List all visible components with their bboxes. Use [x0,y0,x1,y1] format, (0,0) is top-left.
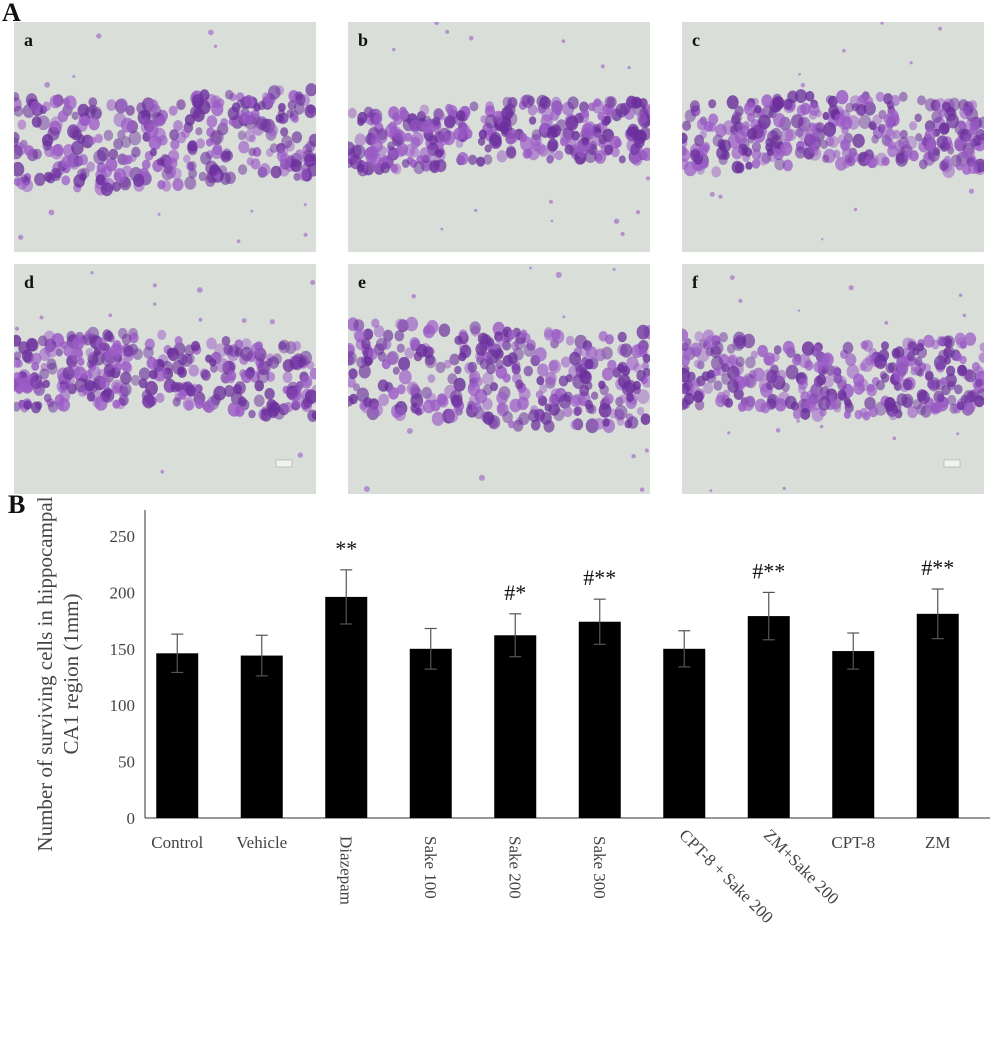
y-tick-label: 150 [110,640,136,659]
bar-sake-300 [578,621,621,818]
micrograph-a: a [14,22,316,252]
x-tick-label: Sake 100 [421,836,440,899]
error-bar [762,591,775,641]
x-tick-label: CPT-8 [831,833,875,852]
micrograph-e: e [348,264,650,494]
panel-a-label: A [2,0,21,27]
micrograph-label: e [358,272,366,292]
x-tick-label: Vehicle [236,833,287,852]
micrograph-b: b [348,22,650,252]
bar-sake-100 [409,648,452,818]
error-bar [847,632,860,670]
bar-cpt-8-sake-200 [663,648,706,818]
micrograph-label: c [692,30,700,50]
x-tick-label: Control [151,833,203,852]
error-bar [255,634,268,677]
error-bar [340,569,353,625]
x-tick-label: Diazepam [336,836,355,905]
y-tick-label: 0 [127,809,136,828]
bar-diazepam [325,596,368,818]
micrograph-f: f [682,264,984,494]
x-tick-label: Sake 200 [505,836,524,899]
micrograph-d: d [14,264,316,494]
significance-label: #** [752,558,785,583]
x-tick-label: ZM+Sake 200 [760,825,843,908]
bar-cpt-8 [832,651,875,818]
y-tick-label: 100 [110,696,136,715]
bar-sake-200 [494,635,537,818]
micrograph-image [14,271,316,474]
micrograph-image [14,29,316,243]
micrograph-label: a [24,30,33,50]
bar-control [156,653,199,818]
bar-zm-sake-200 [747,616,790,818]
significance-label: #** [921,555,954,580]
micrograph-label: b [358,30,369,50]
y-tick-label: 50 [118,753,135,772]
micrograph-image [682,22,984,241]
micrograph-label: d [24,272,35,292]
panel-b-label: B [8,490,26,519]
micrograph-c: c [682,22,984,252]
x-tick-label: ZM [925,833,951,852]
error-bar [509,613,522,658]
error-bar [593,598,606,645]
significance-label: #** [583,565,616,590]
bar-chart: 0 50 100 150 200 250 Number of surviving cells… [33,496,990,927]
error-bar [424,627,437,670]
y-tick-label: 200 [110,583,136,602]
micrograph-label: f [692,272,698,292]
x-tick-label: Sake 300 [590,836,609,899]
micrograph-image [348,22,650,237]
bar-vehicle [240,655,283,818]
error-bar [678,630,691,668]
y-axis-label: Number of surviving cells in hippocampal… [33,496,83,851]
error-bar [931,588,944,640]
bar-zm [916,613,959,818]
error-bar [171,633,184,674]
y-tick-label: 250 [110,527,136,546]
micrograph-image [348,266,650,492]
significance-label: ** [335,536,357,561]
micrograph-image [682,275,984,493]
significance-label: #* [504,580,526,605]
